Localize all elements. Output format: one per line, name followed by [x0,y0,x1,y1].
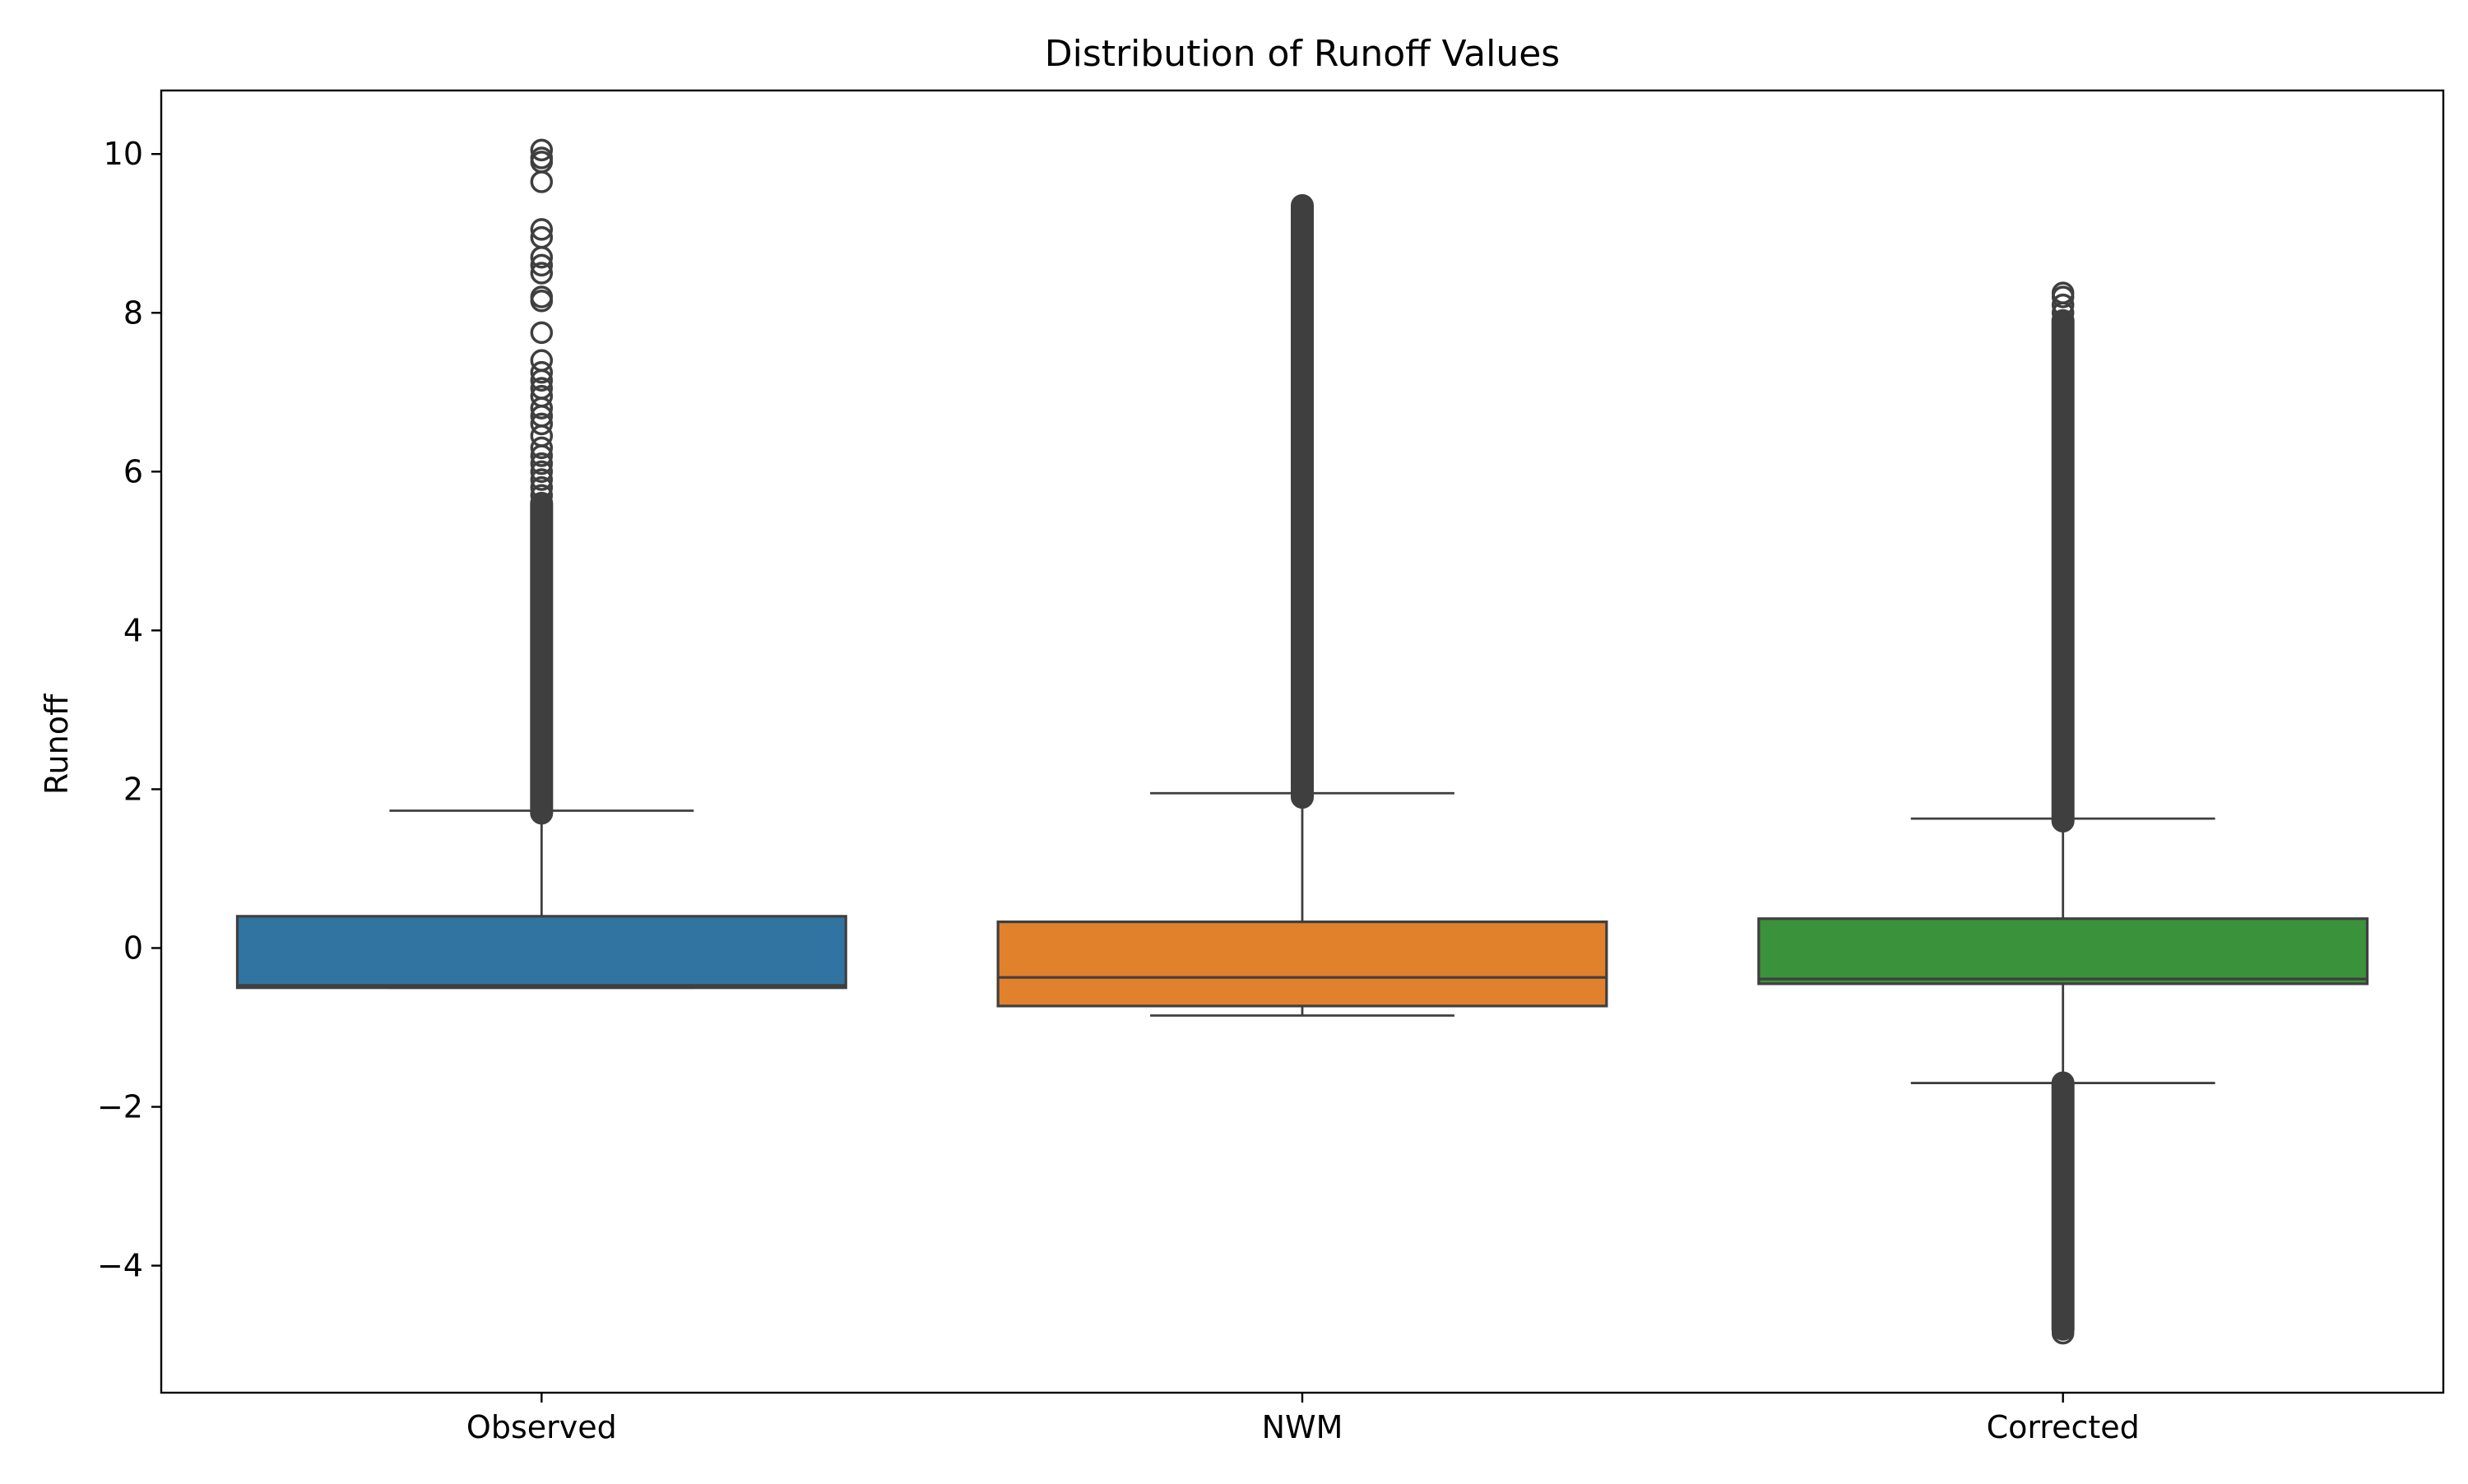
box-iqr [996,921,1608,1008]
outlier-point [530,377,554,400]
y-tick-label: −4 [97,1248,143,1284]
box-group-nwm [996,193,1608,1017]
outlier-point [530,321,554,345]
outlier-point [530,170,554,193]
outlier-point [530,452,554,475]
outlier-point [530,384,554,408]
outlier-point [530,436,554,460]
plot-area [235,138,2369,1345]
outlier-point [530,484,554,508]
outlier-point [530,218,554,241]
outlier-cluster [2051,1071,2075,1341]
y-tick-label: 4 [123,612,143,648]
axes: 10 8 6 4 2 0 −2 −4 Observed NWM Corrected [97,136,2140,1445]
outlier-cluster [2051,308,2075,833]
y-tick-label: −2 [97,1089,143,1125]
box-group-observed [235,138,847,990]
y-tick-label: 6 [123,453,143,489]
outlier-point [530,138,554,162]
outlier-point [530,262,554,285]
outlier-point [530,225,554,249]
x-tick-label: NWM [1262,1409,1343,1445]
box-iqr [235,915,847,990]
outlier-point [530,360,554,384]
outlier-cluster [530,491,554,825]
y-tick-label: 10 [104,136,143,172]
y-axis-label: Runoff [39,693,75,795]
x-tick-label: Observed [466,1409,617,1445]
outlier-point [530,349,554,372]
y-tick-label: 0 [123,930,143,966]
outlier-point [530,468,554,491]
outlier-point [2051,1321,2075,1345]
y-tick-label: 8 [123,294,143,331]
outlier-point [530,146,554,169]
outlier-point [530,253,554,277]
outlier-cluster [1291,193,1314,809]
box-iqr [1757,917,2369,985]
outlier-point [530,475,554,499]
outlier-point [530,460,554,484]
outlier-point [530,412,554,436]
chart-title: Distribution of Runoff Values [1045,33,1560,75]
box-group-corrected [1757,281,2369,1345]
outlier-point [2051,281,2075,304]
x-tick-label: Corrected [1987,1409,2140,1445]
outlier-point [2051,293,2075,317]
outlier-point [530,285,554,308]
y-tick-label: 2 [123,771,143,807]
